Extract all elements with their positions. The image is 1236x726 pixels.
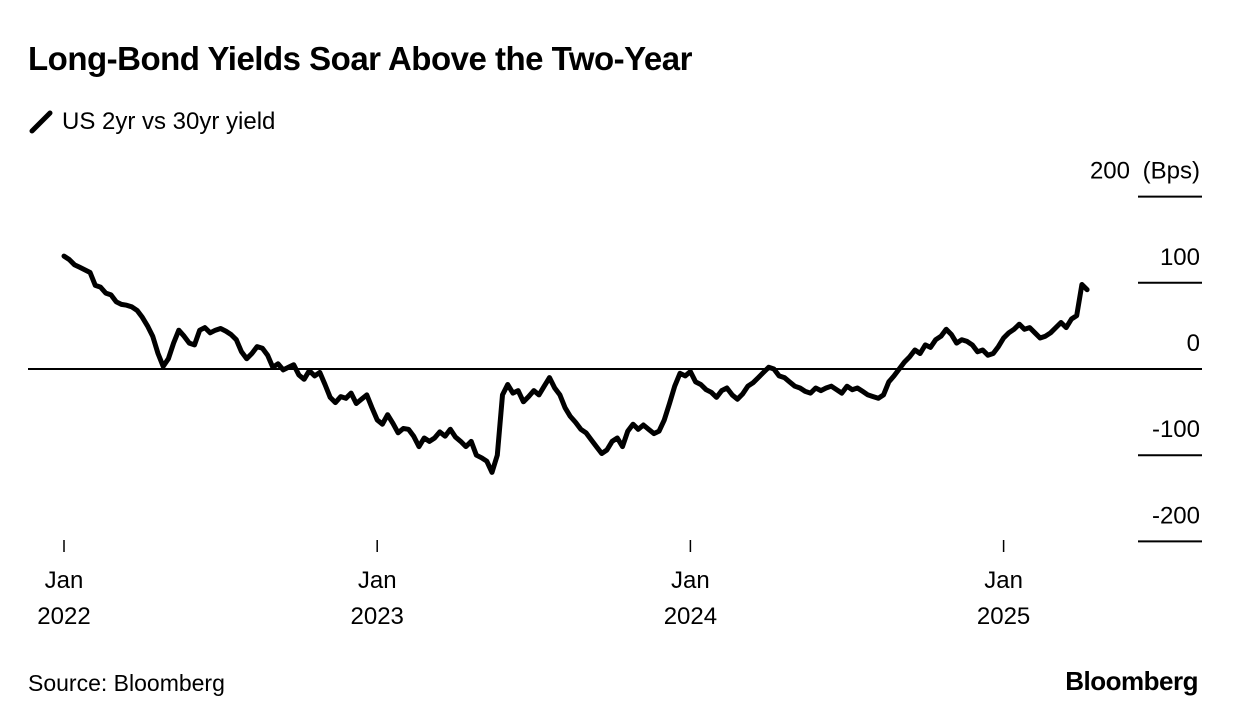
chart-title: Long-Bond Yields Soar Above the Two-Year (28, 40, 692, 77)
y-tick-label: 200 (1090, 158, 1130, 185)
x-tick-label-year: 2023 (351, 603, 404, 630)
series-line-us-2yr-vs-30yr (61, 253, 1090, 475)
legend-label: US 2yr vs 30yr yield (62, 108, 276, 135)
x-tick-label-month: Jan (45, 567, 84, 594)
y-tick-label: 100 (1160, 244, 1200, 271)
x-axis: Jan 2022 Jan 2023 Jan 2024 Jan 2025 (37, 540, 1030, 630)
x-tick-label-year: 2025 (977, 603, 1030, 630)
x-tick-label-year: 2022 (37, 603, 90, 630)
source-note: Source: Bloomberg (28, 670, 225, 696)
x-tick-label-month: Jan (358, 567, 397, 594)
x-tick-label-year: 2024 (664, 603, 717, 630)
bloomberg-logo: Bloomberg (1065, 666, 1198, 696)
y-unit-label: (Bps) (1143, 158, 1200, 185)
y-tick-label: -200 (1152, 502, 1200, 529)
line-series-swatch-icon (29, 110, 53, 134)
x-tick-label-month: Jan (671, 567, 710, 594)
y-tick-label: 0 (1187, 330, 1200, 357)
x-tick-label-month: Jan (984, 567, 1023, 594)
y-tick-label: -100 (1152, 416, 1200, 443)
series-layer (61, 253, 1090, 475)
y-axis: 200 100 0 -100 -200 (Bps) (1090, 158, 1202, 543)
chart-legend: US 2yr vs 30yr yield (28, 108, 275, 136)
